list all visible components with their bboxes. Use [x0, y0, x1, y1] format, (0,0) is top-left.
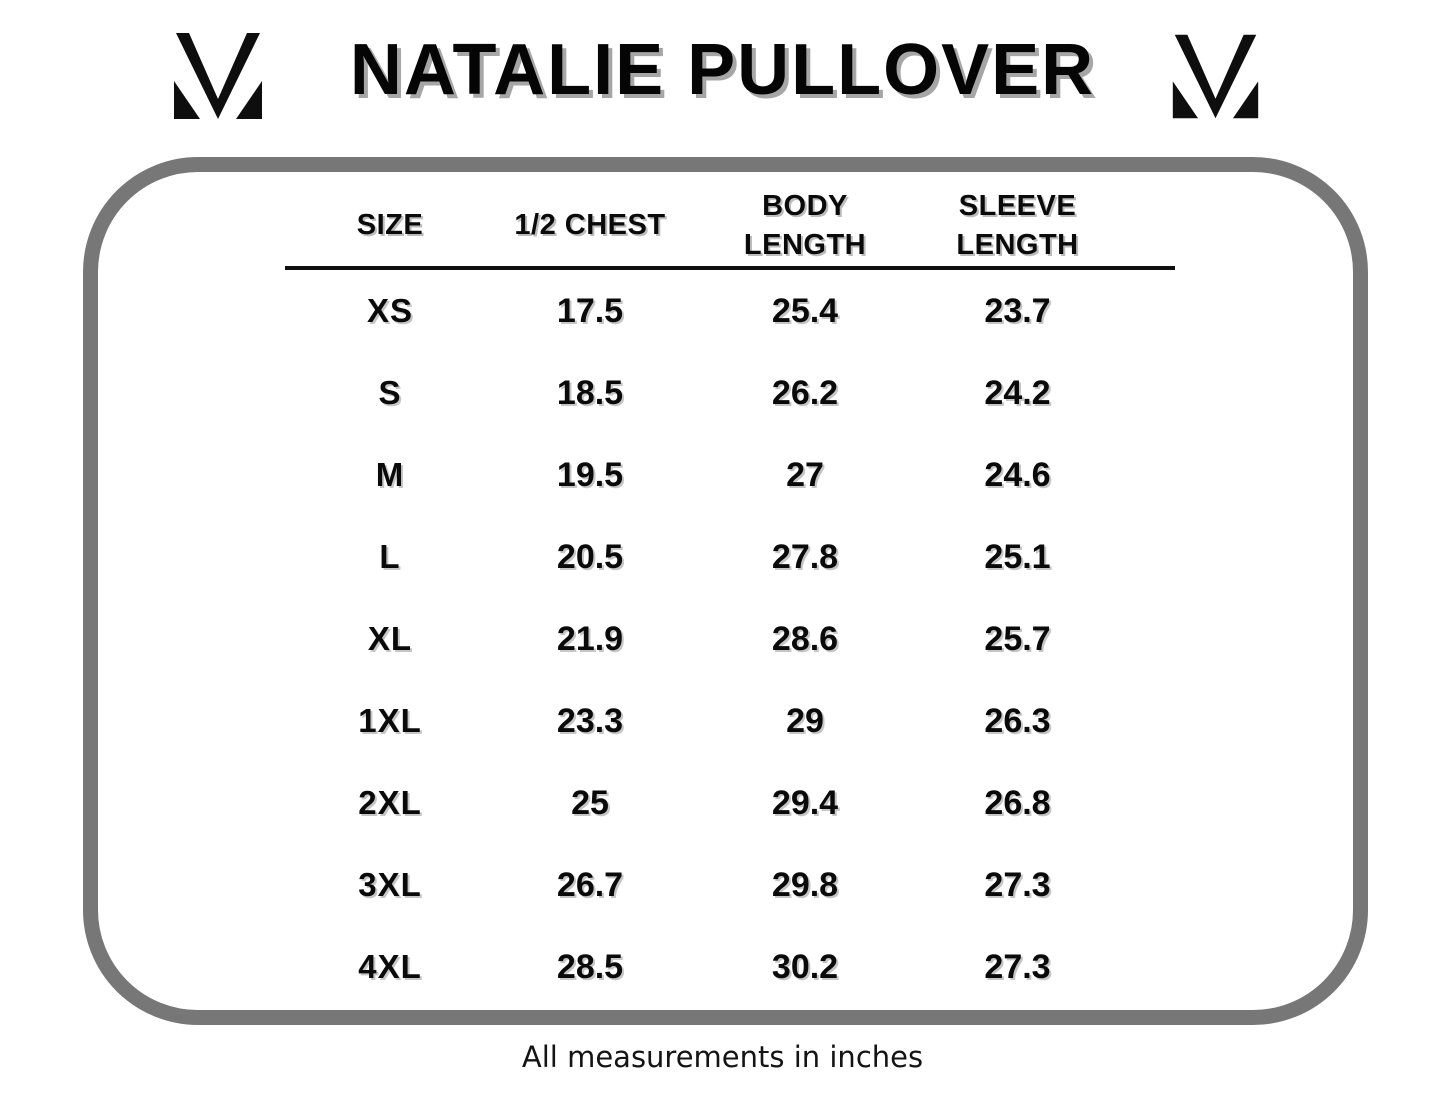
size-table: SIZE 1/2 CHEST BODY LENGTH SLEEVE LENGTH XS… [285, 186, 1175, 1008]
table-row: L 20.5 27.8 25.1 [285, 516, 1175, 598]
table-row: 4XL 28.5 30.2 27.3 [285, 926, 1175, 1008]
size-label: M [375, 456, 405, 493]
m-monogram-icon [174, 33, 262, 119]
size-label: 2XL [358, 784, 422, 821]
brand-logo-left [168, 30, 268, 122]
measurement-value: 25.1 [984, 537, 1051, 576]
page-title: NATALIE PULLOVER [349, 30, 1096, 110]
table-row: S 18.5 26.2 24.2 [285, 352, 1175, 434]
measurement-value: 29 [786, 701, 824, 740]
measurement-value: 27 [786, 455, 824, 494]
column-header: SIZE [356, 209, 424, 242]
size-label: 3XL [358, 866, 422, 903]
column-header: SLEEVE LENGTH [956, 189, 1079, 261]
measurement-value: 28.6 [771, 619, 839, 658]
measurement-value: 26.3 [984, 701, 1051, 740]
table-row: 3XL 26.7 29.8 27.3 [285, 844, 1175, 926]
column-header: 1/2 CHEST [514, 209, 666, 242]
header-divider [285, 266, 1175, 270]
measurement-note: All measurements in inches [521, 1040, 924, 1074]
measurement-value: 29.4 [771, 783, 839, 822]
measurement-value: 28.5 [556, 947, 624, 986]
table-row: 2XL 25 29.4 26.8 [285, 762, 1175, 844]
measurement-value: 25.4 [771, 291, 839, 330]
measurement-value: 19.5 [556, 455, 624, 494]
measurement-value: 18.5 [556, 373, 624, 412]
measurement-value: 25 [571, 783, 609, 822]
size-label: XS [366, 292, 414, 329]
measurement-value: 27.3 [984, 865, 1051, 904]
measurement-value: 24.6 [984, 455, 1051, 494]
measurement-value: 20.5 [556, 537, 624, 576]
size-label: L [379, 538, 401, 575]
measurement-value: 25.7 [984, 619, 1051, 658]
table-row: XL 21.9 28.6 25.7 [285, 598, 1175, 680]
measurement-value: 29.8 [771, 865, 839, 904]
measurement-value: 27.3 [984, 947, 1051, 986]
measurement-value: 27.8 [771, 537, 839, 576]
brand-logo-right [1167, 32, 1264, 121]
size-label: 4XL [358, 948, 422, 985]
measurement-value: 23.3 [556, 701, 624, 740]
table-body: XS 17.5 25.4 23.7 S 18.5 26.2 24.2 M 19.5 27 24.6 L 2… [285, 270, 1175, 1008]
measurement-value: 23.7 [984, 291, 1051, 330]
measurement-value: 21.9 [556, 619, 624, 658]
m-monogram-icon [1172, 34, 1259, 119]
measurement-value: 26.2 [771, 373, 839, 412]
table-row: M 19.5 27 24.6 [285, 434, 1175, 516]
table-row: XS 17.5 25.4 23.7 [285, 270, 1175, 352]
size-label: XL [367, 620, 413, 657]
rounded-frame [83, 157, 1368, 1025]
measurement-value: 24.2 [984, 373, 1051, 412]
table-row: 1XL 23.3 29 26.3 [285, 680, 1175, 762]
measurement-value: 30.2 [771, 947, 839, 986]
measurement-value: 26.8 [984, 783, 1051, 822]
table-header-row: SIZE 1/2 CHEST BODY LENGTH SLEEVE LENGTH [285, 186, 1175, 266]
measurement-value: 26.7 [556, 865, 624, 904]
measurement-value: 17.5 [556, 291, 624, 330]
column-header: BODY LENGTH [743, 189, 867, 261]
size-label: 1XL [358, 702, 422, 739]
size-label: S [378, 374, 402, 411]
